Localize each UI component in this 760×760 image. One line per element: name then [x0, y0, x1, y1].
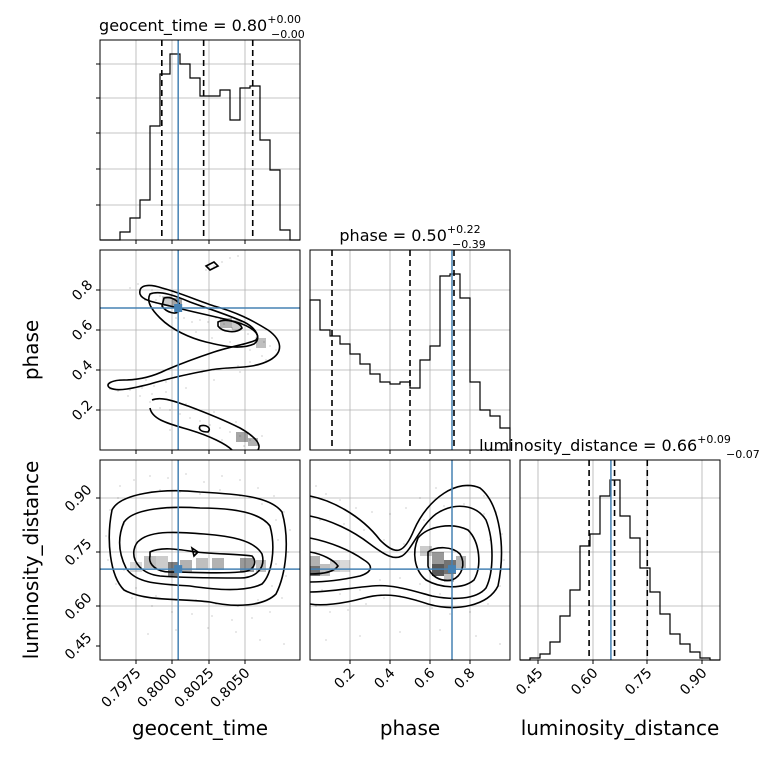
title-geocent-time-plus: +0.00: [267, 13, 301, 26]
title-phase-minus: −0.39: [452, 238, 486, 251]
ytick-phase-0.4: 0.4: [69, 357, 96, 384]
frame-ld-vs-time: [99, 459, 301, 661]
frame-phase-hist: [309, 249, 511, 451]
quantile-lines-luminosity-distance: [588, 460, 649, 660]
quantile-lines-geocent-time: [161, 40, 254, 240]
ticks-phase-vs-time: [96, 289, 246, 454]
xtick-ld-0.90: 0.90: [677, 665, 710, 698]
xtick-ld-0.75: 0.75: [622, 665, 655, 698]
ylabel-phase: phase: [19, 320, 43, 380]
panel-phase-hist: phase = 0.50+0.22 −0.39: [309, 223, 511, 454]
title-geocent-time-value: 0.80: [232, 16, 268, 35]
xtick-phase-0.6: 0.6: [411, 665, 438, 692]
plot-area-ld-vs-phase: [310, 460, 510, 660]
xtick-phase-0.4: 0.4: [371, 665, 398, 692]
title-geocent-time: geocent_time = 0.80+0.00: [99, 13, 301, 36]
xtick-phase-0.2: 0.2: [331, 665, 358, 692]
ytick-phase-0.6: 0.6: [69, 317, 96, 344]
panel-ld-vs-phase: [309, 459, 511, 664]
title-phase-prefix: phase =: [339, 226, 411, 245]
xlabel-geocent-time: geocent_time: [132, 716, 268, 740]
histogram-luminosity-distance: [520, 479, 720, 661]
density-cells-phase-vs-time: [162, 296, 266, 446]
panel-geocent-time-hist: geocent_time = 0.80+0.00 −0.00: [96, 13, 305, 244]
ticks-phase-hist: [349, 450, 471, 454]
xlabel-luminosity-distance: luminosity_distance: [521, 716, 720, 740]
title-geocent-time-minus: −0.00: [271, 28, 305, 41]
title-phase-plus: +0.22: [447, 223, 481, 236]
xtick-phase-0.8: 0.8: [451, 665, 478, 692]
title-phase: phase = 0.50+0.22: [339, 223, 480, 245]
gridlines-phase-vs-time: [100, 250, 300, 450]
ytick-phase-0.8: 0.8: [69, 277, 96, 304]
title-ld-minus: −0.07: [726, 448, 760, 461]
ylabel-luminosity-distance: luminosity_distance: [19, 461, 43, 660]
ytick-ld-0.90: 0.90: [62, 482, 95, 515]
ticks-ld-vs-phase: [349, 660, 471, 664]
ytick-ld-0.45: 0.45: [62, 630, 95, 663]
ticks-geocent-time-hist: [96, 63, 246, 244]
frame-ld-vs-phase: [309, 459, 511, 661]
xtick-ld-0.45: 0.45: [513, 665, 546, 698]
title-ld-prefix: luminosity_distance =: [479, 436, 661, 456]
xtick-time-0.8000: 0.8000: [135, 665, 181, 711]
frame-geocent-time-hist: [99, 39, 301, 241]
panel-luminosity-distance-hist: luminosity_distance = 0.66+0.09 −0.07: [479, 433, 760, 664]
quantile-lines-phase: [331, 250, 455, 450]
ytick-ld-0.75: 0.75: [62, 536, 95, 569]
frame-phase-vs-time: [99, 249, 301, 451]
gridlines-ld-vs-phase: [310, 460, 510, 660]
xtick-ld-0.60: 0.60: [568, 665, 601, 698]
ticks-ld-hist: [537, 660, 703, 664]
title-geocent-time-prefix: geocent_time =: [99, 16, 232, 36]
histogram-geocent-time: [100, 53, 300, 241]
ytick-ld-0.60: 0.60: [62, 590, 95, 623]
title-ld-value: 0.66: [662, 436, 698, 455]
ticks-ld-vs-time: [96, 497, 246, 664]
truth-marker-ld-vs-phase: [448, 565, 456, 574]
panel-ld-vs-geocent-time: [96, 459, 301, 664]
title-luminosity-distance: luminosity_distance = 0.66+0.09: [479, 433, 731, 456]
frame-ld-hist: [519, 459, 721, 661]
plot-area-phase-vs-time: [100, 250, 300, 450]
ytick-phase-0.2: 0.2: [69, 397, 96, 424]
xlabel-phase: phase: [380, 716, 440, 740]
axis-labels: geocent_time phase luminosity_distance p…: [19, 320, 719, 740]
truth-marker-ld-vs-time: [174, 565, 183, 574]
title-ld-plus: +0.09: [697, 433, 731, 446]
panel-phase-vs-geocent-time: [96, 249, 301, 454]
plot-area-ld-vs-time: [100, 460, 300, 660]
xtick-time-0.8050: 0.8050: [208, 665, 254, 711]
title-phase-value: 0.50: [411, 226, 447, 245]
truth-marker-phase-vs-time: [174, 304, 183, 312]
gridlines-geocent-time-hist: [100, 40, 300, 240]
